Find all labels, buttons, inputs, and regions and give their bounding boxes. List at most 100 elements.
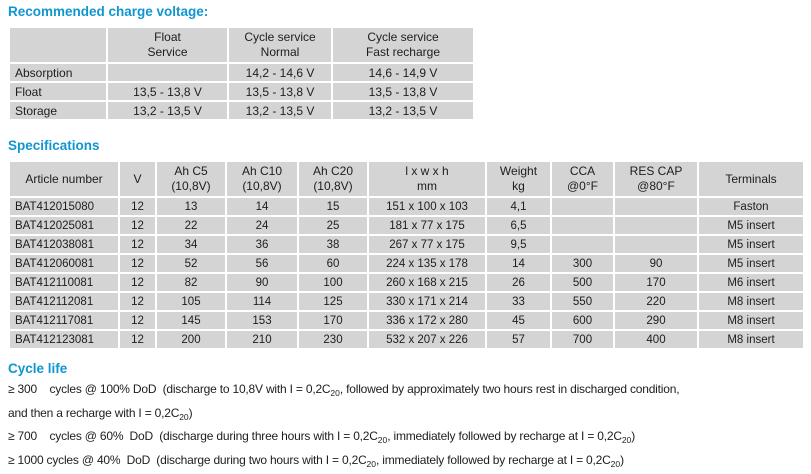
line-text: and then a recharge with I = 0,2C <box>8 406 179 420</box>
article-number: BAT412060081 <box>9 254 119 273</box>
subscript: 20 <box>378 435 387 445</box>
table-cell <box>551 235 614 254</box>
table-cell: 12 <box>119 273 156 292</box>
table-cell: 13,2 - 13,5 V <box>332 101 474 120</box>
subscript: 20 <box>179 412 188 422</box>
table-cell: 12 <box>119 197 156 216</box>
table-cell: 14,6 - 14,9 V <box>332 63 474 82</box>
table-row: BAT412110081 12 82 90 100 260 x 168 x 21… <box>9 273 804 292</box>
row-label: Absorption <box>9 63 107 82</box>
table-cell: 90 <box>226 273 298 292</box>
cycle-life-line: ≥ 300 cycles @ 100% DoD (discharge to 10… <box>8 380 811 404</box>
table-cell: 33 <box>486 292 551 311</box>
table-cell <box>614 197 698 216</box>
article-number: BAT412038081 <box>9 235 119 254</box>
row-label: Storage <box>9 101 107 120</box>
table-row: BAT412015080 12 13 14 15 151 x 100 x 103… <box>9 197 804 216</box>
cycle-life-line: and then a recharge with I = 0,2C20) <box>8 404 811 428</box>
table-cell: 532 x 207 x 226 <box>368 330 486 349</box>
column-header: Cycle service Normal <box>228 27 332 63</box>
table-cell: 170 <box>614 273 698 292</box>
cycle-life-text: ≥ 300 cycles @ 100% DoD (discharge to 10… <box>8 380 811 474</box>
line-text: , followed by approximately two hours re… <box>340 382 679 396</box>
line-text: ≥ 1000 cycles @ 40% DoD (discharge durin… <box>8 453 367 467</box>
table-cell: 181 x 77 x 175 <box>368 216 486 235</box>
table-cell: 125 <box>298 292 368 311</box>
table-cell: 224 x 135 x 178 <box>368 254 486 273</box>
column-header: V <box>119 161 156 197</box>
column-header: Cycle service Fast recharge <box>332 27 474 63</box>
specifications-title: Specifications <box>8 138 811 154</box>
table-cell: 45 <box>486 311 551 330</box>
table-cell: 26 <box>486 273 551 292</box>
column-header: Ah C20 (10,8V) <box>298 161 368 197</box>
table-cell: 13,5 - 13,8 V <box>332 82 474 101</box>
table-cell: 12 <box>119 292 156 311</box>
article-number: BAT412123081 <box>9 330 119 349</box>
table-cell: 34 <box>156 235 226 254</box>
column-header <box>9 27 107 63</box>
specifications-table: Article number V Ah C5 (10,8V) Ah C10 (1… <box>8 160 805 350</box>
table-cell: 13,2 - 13,5 V <box>107 101 228 120</box>
table-cell: M8 insert <box>698 311 804 330</box>
table-cell <box>551 216 614 235</box>
table-cell: 145 <box>156 311 226 330</box>
table-cell: 15 <box>298 197 368 216</box>
table-cell: 400 <box>614 330 698 349</box>
table-cell: 9,5 <box>486 235 551 254</box>
subscript: 20 <box>622 435 631 445</box>
article-number: BAT412110081 <box>9 273 119 292</box>
line-text: ) <box>631 429 635 443</box>
column-header: Weight kg <box>486 161 551 197</box>
article-number: BAT412117081 <box>9 311 119 330</box>
table-row: BAT412038081 12 34 36 38 267 x 77 x 175 … <box>9 235 804 254</box>
table-cell: 12 <box>119 311 156 330</box>
table-cell: 600 <box>551 311 614 330</box>
line-text: ≥ 300 cycles @ 100% DoD (discharge to 10… <box>8 382 330 396</box>
line-text: , immediately followed by recharge at I … <box>376 453 611 467</box>
table-row: BAT412060081 12 52 56 60 224 x 135 x 178… <box>9 254 804 273</box>
table-cell: 12 <box>119 254 156 273</box>
table-row: BAT412117081 12 145 153 170 336 x 172 x … <box>9 311 804 330</box>
column-header: l x w x h mm <box>368 161 486 197</box>
table-cell: 550 <box>551 292 614 311</box>
table-row: BAT412123081 12 200 210 230 532 x 207 x … <box>9 330 804 349</box>
table-cell: 200 <box>156 330 226 349</box>
table-cell: 220 <box>614 292 698 311</box>
table-cell: M5 insert <box>698 216 804 235</box>
table-cell: 290 <box>614 311 698 330</box>
table-cell: M8 insert <box>698 292 804 311</box>
spec-header-row: Article number V Ah C5 (10,8V) Ah C10 (1… <box>9 161 804 197</box>
table-cell: 230 <box>298 330 368 349</box>
column-header: Terminals <box>698 161 804 197</box>
table-cell: 105 <box>156 292 226 311</box>
table-row: BAT412112081 12 105 114 125 330 x 171 x … <box>9 292 804 311</box>
table-cell: 90 <box>614 254 698 273</box>
line-text: ) <box>189 406 193 420</box>
column-header: Float Service <box>107 27 228 63</box>
table-cell: 14 <box>226 197 298 216</box>
table-row: BAT412025081 12 22 24 25 181 x 77 x 175 … <box>9 216 804 235</box>
table-cell: 151 x 100 x 103 <box>368 197 486 216</box>
table-cell: M5 insert <box>698 235 804 254</box>
article-number: BAT412025081 <box>9 216 119 235</box>
cycle-life-line: ≥ 700 cycles @ 60% DoD (discharge during… <box>8 427 811 451</box>
table-cell: 12 <box>119 216 156 235</box>
line-text: ≥ 700 cycles @ 60% DoD (discharge during… <box>8 429 378 443</box>
table-cell: 14,2 - 14,6 V <box>228 63 332 82</box>
charge-voltage-title: Recommended charge voltage: <box>8 4 811 20</box>
table-cell: 210 <box>226 330 298 349</box>
table-cell: 260 x 168 x 215 <box>368 273 486 292</box>
table-row: Storage 13,2 - 13,5 V 13,2 - 13,5 V 13,2… <box>9 101 474 120</box>
subscript: 20 <box>611 459 620 469</box>
table-cell: 12 <box>119 330 156 349</box>
table-cell: 57 <box>486 330 551 349</box>
table-cell: 13,5 - 13,8 V <box>228 82 332 101</box>
table-cell: 25 <box>298 216 368 235</box>
column-header: CCA @0°F <box>551 161 614 197</box>
table-cell: 4,1 <box>486 197 551 216</box>
column-header: Ah C5 (10,8V) <box>156 161 226 197</box>
article-number: BAT412015080 <box>9 197 119 216</box>
table-cell: 153 <box>226 311 298 330</box>
